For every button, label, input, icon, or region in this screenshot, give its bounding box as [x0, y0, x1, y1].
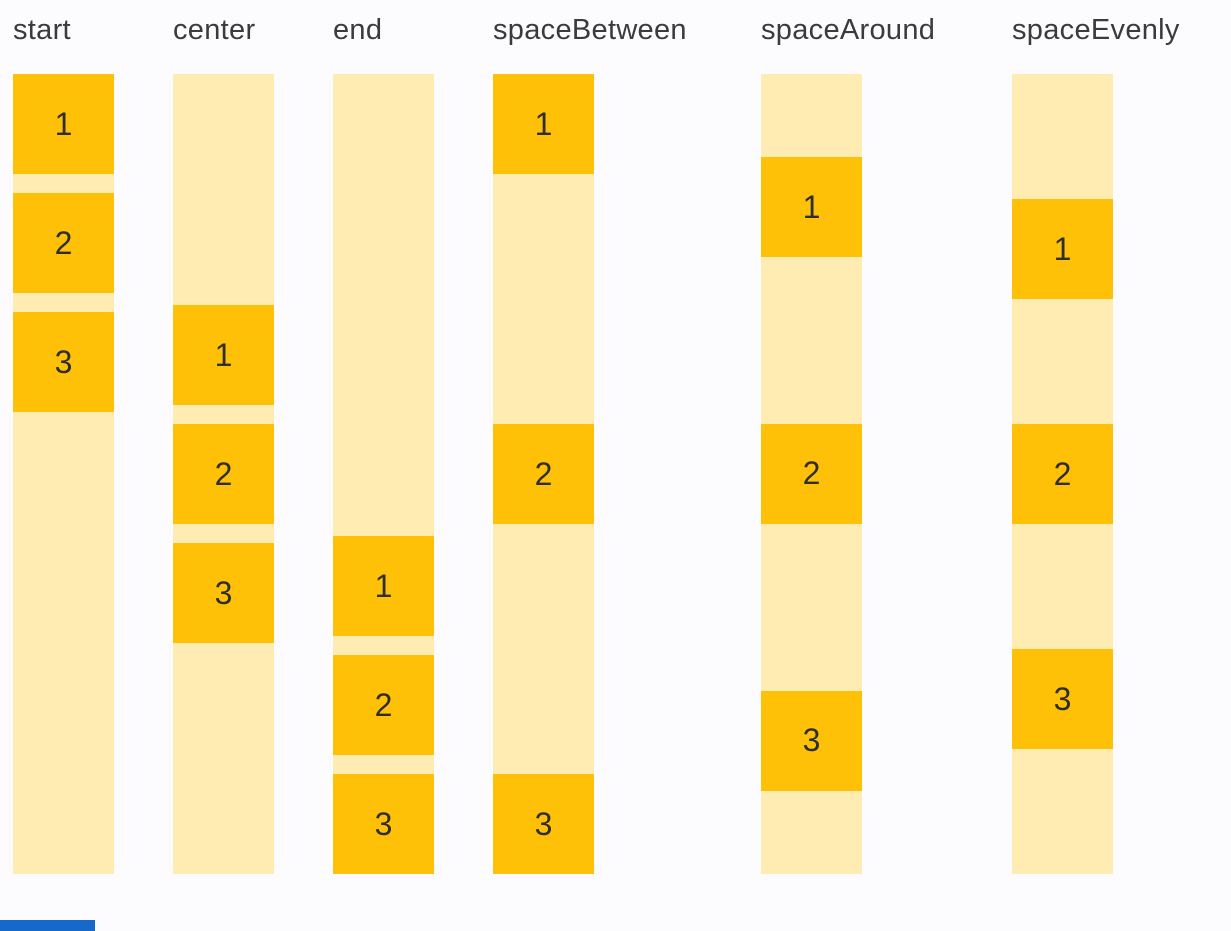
flex-item: 1 [13, 74, 114, 174]
flex-item: 2 [493, 424, 594, 524]
alignment-column-spaceEvenly: 1 2 3 [1012, 74, 1113, 874]
item-number: 3 [374, 805, 393, 842]
alignment-column-spaceAround: 1 2 3 [761, 74, 862, 874]
flex-item: 2 [1012, 424, 1113, 524]
item-number: 1 [374, 567, 393, 604]
flex-item: 1 [1012, 199, 1113, 299]
flex-item: 1 [493, 74, 594, 174]
flex-item: 1 [333, 536, 434, 636]
column-group-spaceEvenly: spaceEvenly 1 2 3 [1012, 0, 1179, 931]
alignment-column-end: 1 2 3 [333, 74, 434, 874]
item-number: 3 [534, 805, 553, 842]
flex-item: 3 [1012, 649, 1113, 749]
column-group-end: end 1 2 3 [333, 0, 434, 931]
column-label-start: start [13, 14, 71, 46]
column-group-start: start 1 2 3 [13, 0, 114, 931]
flex-item: 3 [13, 312, 114, 412]
flex-item: 3 [761, 690, 862, 791]
item-number: 2 [54, 224, 73, 261]
column-label-spaceEvenly: spaceEvenly [1012, 14, 1180, 46]
flex-item: 1 [173, 305, 274, 405]
item-number: 2 [214, 455, 233, 492]
flex-item: 2 [333, 655, 434, 755]
flex-item: 1 [761, 157, 862, 258]
column-group-spaceBetween: spaceBetween 1 2 3 [493, 0, 687, 931]
item-number: 3 [54, 343, 73, 380]
column-label-center: center [173, 14, 256, 46]
item-number: 1 [54, 105, 73, 142]
flex-item: 2 [13, 193, 114, 293]
item-number: 2 [802, 455, 821, 492]
item-number: 1 [214, 336, 233, 373]
column-label-end: end [333, 14, 383, 46]
alignment-column-spaceBetween: 1 2 3 [493, 74, 594, 874]
item-number: 2 [374, 686, 393, 723]
column-group-center: center 1 2 3 [173, 0, 274, 931]
column-group-spaceAround: spaceAround 1 2 3 [761, 0, 935, 931]
item-number: 3 [1053, 680, 1072, 717]
item-number: 1 [534, 105, 553, 142]
column-label-spaceAround: spaceAround [761, 14, 936, 46]
column-label-spaceBetween: spaceBetween [493, 14, 687, 46]
flex-item: 3 [493, 774, 594, 874]
item-number: 2 [534, 455, 553, 492]
status-bar-fragment [0, 920, 95, 931]
item-number: 3 [214, 574, 233, 611]
flex-item: 3 [333, 774, 434, 874]
item-number: 1 [1053, 230, 1072, 267]
alignment-column-start: 1 2 3 [13, 74, 114, 874]
item-number: 2 [1053, 455, 1072, 492]
item-number: 3 [802, 722, 821, 759]
item-number: 1 [802, 188, 821, 225]
flex-item: 3 [173, 543, 274, 643]
flex-item: 2 [173, 424, 274, 524]
alignment-column-center: 1 2 3 [173, 74, 274, 874]
flex-item: 2 [761, 423, 862, 524]
